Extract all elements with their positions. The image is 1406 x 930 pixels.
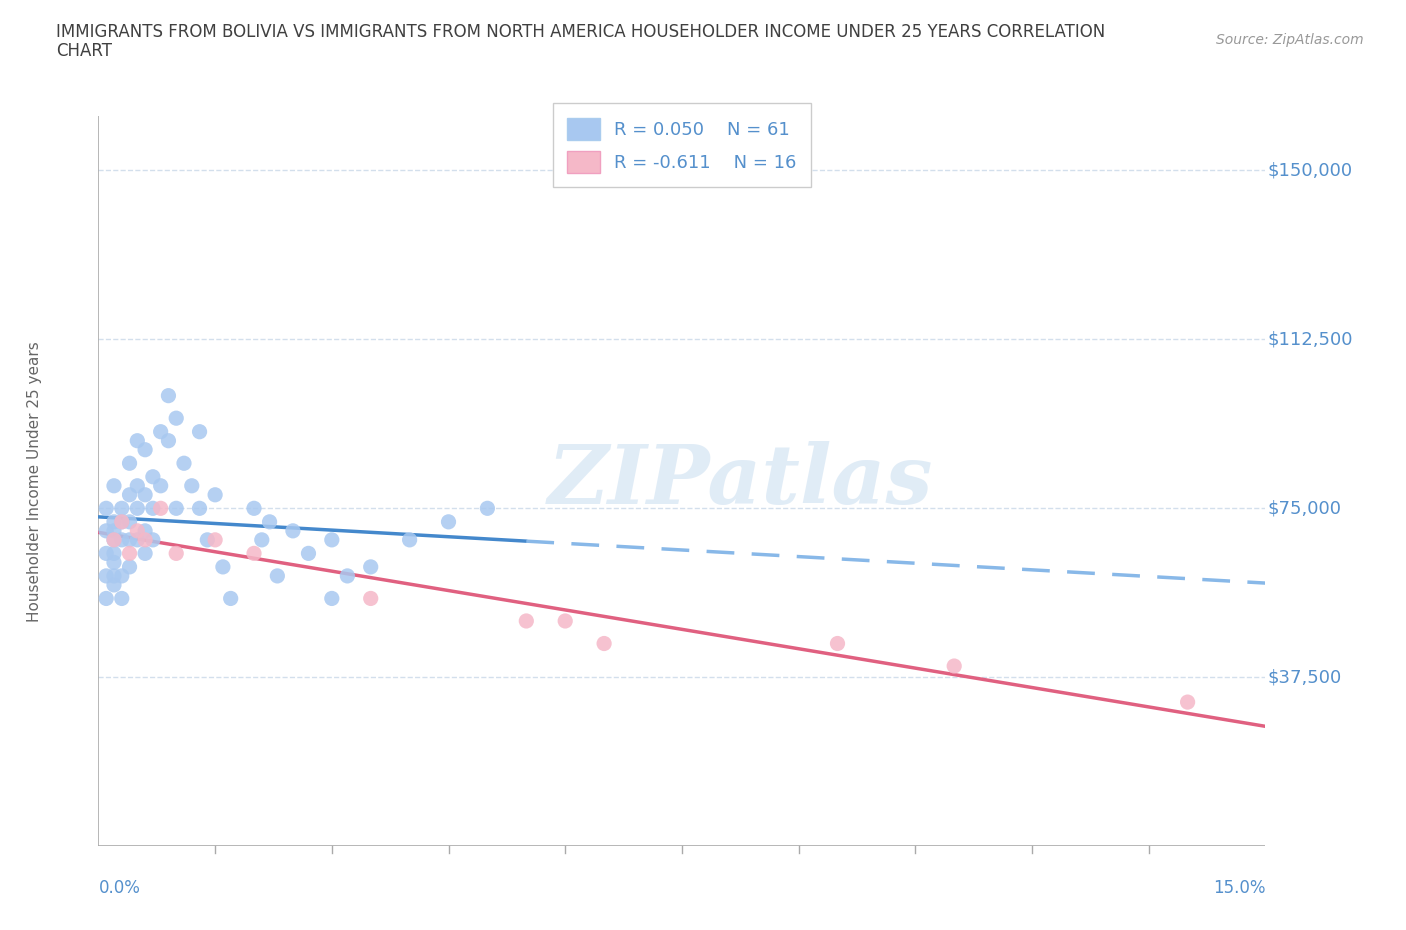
Point [515, 614, 537, 629]
Point [111, 514, 134, 529]
Point [281, 524, 304, 538]
Text: Source: ZipAtlas.com: Source: ZipAtlas.com [1216, 33, 1364, 46]
Point [204, 487, 226, 502]
Point [127, 501, 149, 516]
Point [96, 591, 118, 605]
Point [111, 501, 134, 516]
Point [827, 636, 849, 651]
Point [437, 514, 460, 529]
Point [111, 568, 134, 583]
Point [103, 578, 125, 592]
Point [142, 470, 165, 485]
Point [134, 546, 156, 561]
Point [165, 411, 187, 426]
Point [165, 501, 187, 516]
Point [134, 524, 156, 538]
Point [134, 532, 156, 547]
Point [554, 614, 576, 629]
Point [250, 532, 273, 547]
Point [103, 532, 125, 547]
Point [118, 456, 141, 471]
Point [188, 424, 211, 439]
Point [111, 591, 134, 605]
Text: $150,000: $150,000 [1268, 161, 1353, 179]
Point [149, 424, 172, 439]
Point [297, 546, 319, 561]
Point [118, 487, 141, 502]
Point [149, 501, 172, 516]
Point [188, 501, 211, 516]
Point [127, 478, 149, 493]
Point [173, 456, 195, 471]
Point [103, 568, 125, 583]
Point [118, 532, 141, 547]
Point [266, 568, 288, 583]
Text: Householder Income Under 25 years: Householder Income Under 25 years [27, 341, 42, 621]
Point [142, 532, 165, 547]
Point [111, 514, 134, 529]
Point [204, 532, 226, 547]
Text: $112,500: $112,500 [1268, 330, 1353, 349]
Text: IMMIGRANTS FROM BOLIVIA VS IMMIGRANTS FROM NORTH AMERICA HOUSEHOLDER INCOME UNDE: IMMIGRANTS FROM BOLIVIA VS IMMIGRANTS FR… [56, 23, 1105, 41]
Text: $37,500: $37,500 [1268, 669, 1341, 686]
Point [477, 501, 499, 516]
Text: $75,000: $75,000 [1268, 499, 1341, 517]
Point [593, 636, 616, 651]
Point [243, 501, 266, 516]
Point [321, 532, 343, 547]
Point [96, 524, 118, 538]
Point [103, 555, 125, 570]
Point [127, 532, 149, 547]
Point [180, 478, 202, 493]
Point [219, 591, 242, 605]
Point [134, 487, 156, 502]
Point [157, 433, 180, 448]
Point [157, 388, 180, 403]
Point [96, 501, 118, 516]
Point [360, 591, 382, 605]
Legend: R = 0.050    N = 61, R = -0.611    N = 16: R = 0.050 N = 61, R = -0.611 N = 16 [553, 103, 811, 187]
Text: ZIPatlas: ZIPatlas [547, 441, 934, 522]
Point [243, 546, 266, 561]
Text: 0.0%: 0.0% [98, 879, 141, 897]
Point [398, 532, 420, 547]
Point [118, 546, 141, 561]
Point [111, 532, 134, 547]
Point [336, 568, 359, 583]
Point [195, 532, 218, 547]
Point [96, 568, 118, 583]
Text: 15.0%: 15.0% [1213, 879, 1265, 897]
Point [134, 443, 156, 458]
Point [103, 524, 125, 538]
Point [259, 514, 281, 529]
Point [212, 560, 235, 575]
Text: CHART: CHART [56, 42, 112, 60]
Point [127, 524, 149, 538]
Point [1177, 695, 1199, 710]
Point [103, 478, 125, 493]
Point [118, 560, 141, 575]
Point [118, 514, 141, 529]
Point [321, 591, 343, 605]
Point [103, 532, 125, 547]
Point [149, 478, 172, 493]
Point [360, 560, 382, 575]
Point [103, 546, 125, 561]
Point [943, 658, 966, 673]
Point [103, 514, 125, 529]
Point [96, 546, 118, 561]
Point [142, 501, 165, 516]
Point [127, 433, 149, 448]
Point [165, 546, 187, 561]
